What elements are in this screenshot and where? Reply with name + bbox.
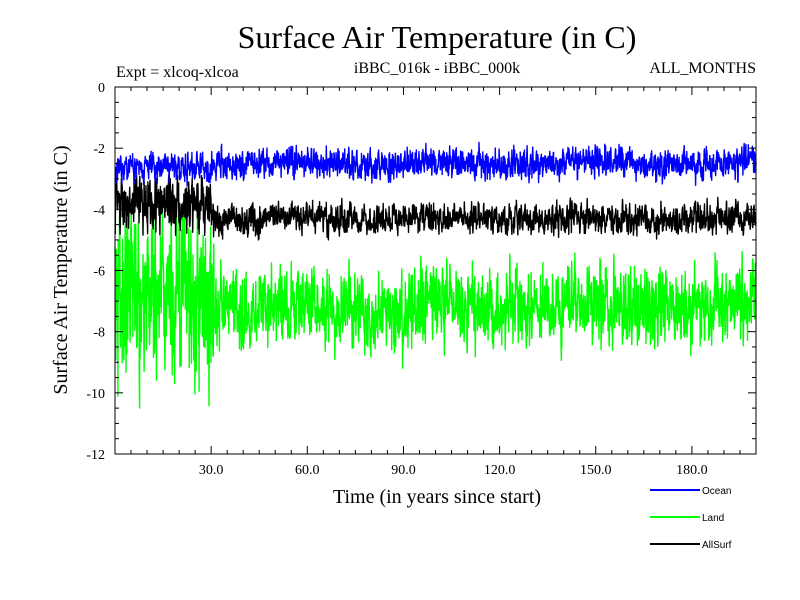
- x-tick-label-2: 90.0: [391, 463, 416, 478]
- ticks-layer: 30.0 60.0 90.0 120.0 150.0 180.0 0 -2 -4 -6 -8 -10 -…: [86, 81, 756, 478]
- chart-title: Surface Air Temperature (in C): [238, 19, 637, 55]
- months-label: ALL_MONTHS: [649, 60, 756, 77]
- x-tick-label-5: 180.0: [676, 463, 708, 478]
- series-line-land: [114, 202, 757, 409]
- comparison-label: iBBC_016k - iBBC_000k: [354, 60, 520, 77]
- y-tick-label-1: -2: [93, 142, 105, 157]
- x-tick-label-3: 120.0: [484, 463, 516, 478]
- x-tick-label-4: 150.0: [580, 463, 612, 478]
- experiment-label: Expt = xlcoq-xlcoa: [116, 64, 239, 81]
- y-tick-label-0: 0: [98, 81, 105, 96]
- legend-label-ocean: Ocean: [702, 486, 731, 497]
- series-line-ocean: [114, 141, 757, 187]
- legend-label-allsurf: AllSurf: [702, 540, 732, 551]
- y-tick-label-6: -12: [86, 448, 105, 463]
- series-line-allsurf: [114, 174, 757, 241]
- y-tick-label-3: -6: [93, 265, 105, 280]
- x-tick-label-0: 30.0: [199, 463, 224, 478]
- y-axis-label: Surface Air Temperature (in C): [50, 145, 72, 394]
- series-layer: [114, 141, 757, 409]
- x-tick-label-1: 60.0: [295, 463, 320, 478]
- y-tick-label-4: -8: [93, 326, 105, 341]
- y-tick-label-2: -4: [93, 203, 105, 218]
- legend-label-land: Land: [702, 513, 724, 524]
- y-tick-label-5: -10: [86, 387, 105, 402]
- x-axis-label: Time (in years since start): [333, 486, 541, 508]
- legend: Ocean Land AllSurf: [650, 486, 732, 551]
